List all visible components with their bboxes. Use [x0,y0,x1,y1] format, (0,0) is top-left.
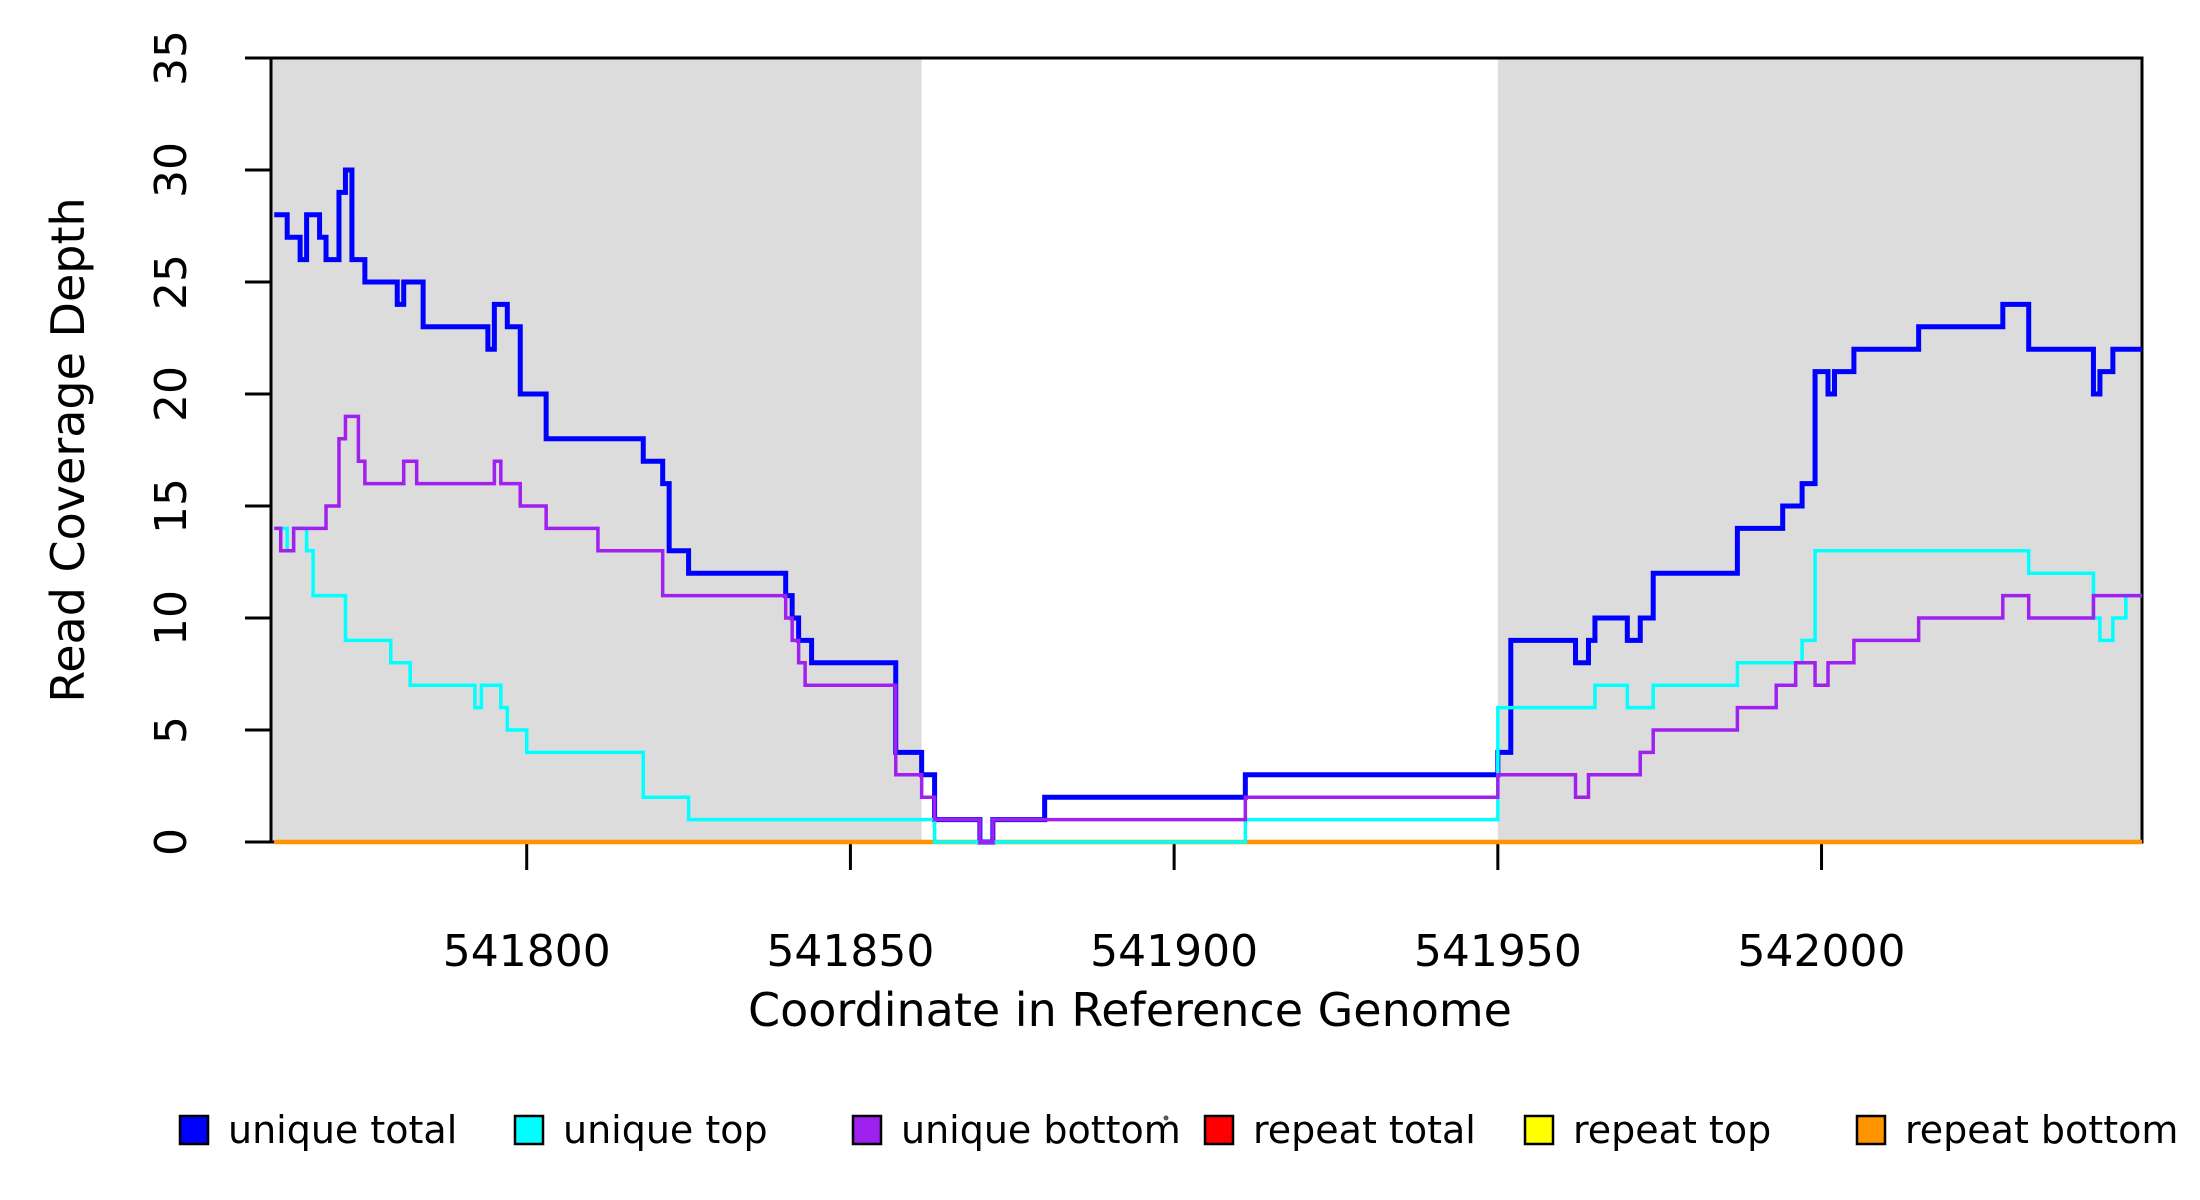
legend-swatch-repeat-total [1203,1114,1235,1146]
x-tick-label: 541850 [766,926,934,977]
legend-swatch-repeat-bottom [1855,1114,1887,1146]
legend-item-repeat-total: repeat total [1203,1108,1476,1152]
y-tick-label: 5 [146,716,197,744]
legend-label: unique bottom [901,1108,1181,1152]
series-unique-top-line [274,526,2142,844]
legend-item-unique-top: unique top [513,1108,768,1152]
legend-label: repeat top [1573,1108,1771,1152]
series-lines [274,167,2142,845]
series-unique-total-line [274,167,2142,845]
x-axis-title: Coordinate in Reference Genome [748,983,1512,1037]
legend-item-repeat-bottom: repeat bottom [1855,1108,2178,1152]
legend-label: unique top [563,1108,768,1152]
legend-label: unique total [228,1108,457,1152]
axis-ticks: 541800 541850 541900 541950 542000 0 5 10 15 20 25… [146,30,1906,977]
legend-label: repeat total [1253,1108,1476,1152]
y-tick-label: 35 [146,30,197,86]
x-tick-label: 541900 [1090,926,1258,977]
y-tick-label: 30 [146,142,197,198]
y-tick-label: 10 [146,590,197,646]
legend-item-unique-bottom: unique bottom [851,1108,1181,1152]
shaded-regions [271,58,2142,842]
legend-swatch-unique-total [178,1114,210,1146]
shaded-region [271,58,922,842]
y-tick-label: 25 [146,254,197,310]
shaded-region [1497,58,2142,842]
legend-label: repeat bottom [1905,1108,2178,1152]
legend-item-repeat-top: repeat top [1523,1108,1771,1152]
legend: unique total unique top unique bottom repea… [178,1108,2178,1152]
legend-item-unique-total: unique total [178,1108,457,1152]
series-unique-bottom-line [274,414,2142,844]
y-axis-title: Read Coverage Depth [41,197,95,702]
y-tick-label: 20 [146,366,197,422]
x-tick-label: 541800 [443,926,611,977]
y-tick-label: 0 [146,828,197,856]
x-tick-label: 541950 [1414,926,1582,977]
y-tick-label: 15 [146,478,197,534]
stray-dot [1163,1115,1169,1121]
legend-swatch-unique-bottom [851,1114,883,1146]
x-tick-label: 542000 [1738,926,1906,977]
legend-swatch-unique-top [513,1114,545,1146]
legend-swatch-repeat-top [1523,1114,1555,1146]
